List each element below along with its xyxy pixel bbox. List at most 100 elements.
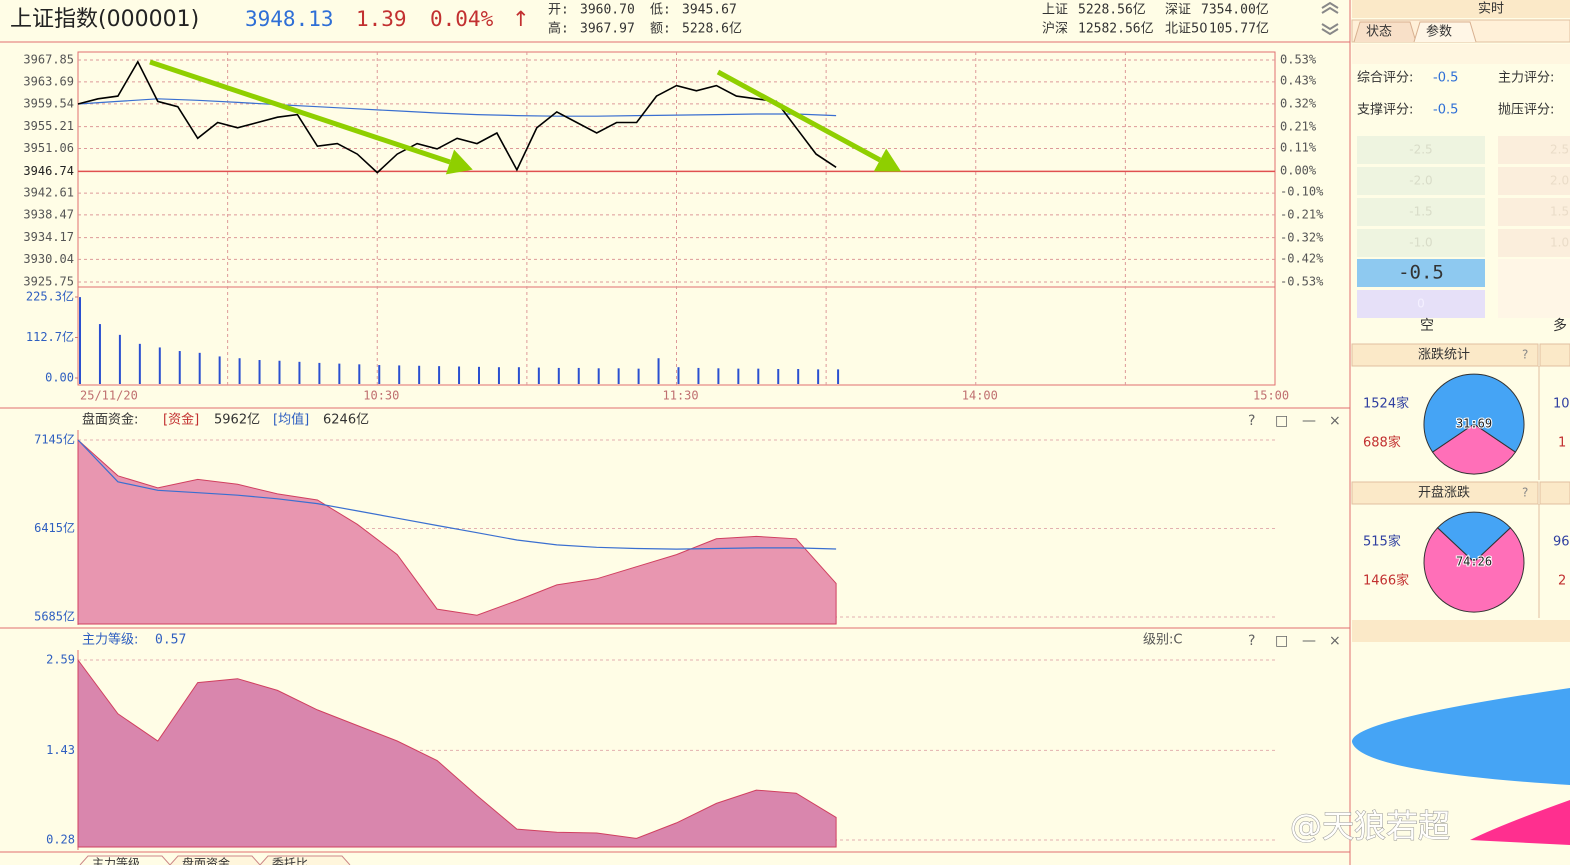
y2-tick-label: 0.32% [1280, 96, 1317, 110]
volume-bar [98, 324, 101, 384]
annotation-arrow [149, 59, 451, 165]
volume-bar [837, 369, 840, 384]
y-tick-label: 3959.54 [23, 96, 74, 110]
panel-tag: [均值] [273, 412, 309, 428]
score-cell [1357, 136, 1485, 164]
panel-control[interactable]: × [1329, 633, 1341, 649]
volume-bar [557, 367, 560, 384]
y2-tick-label: -0.10% [1280, 184, 1324, 198]
help-icon[interactable]: ? [1522, 486, 1528, 500]
market-value: 12582.56亿 [1078, 22, 1154, 37]
pie-slice [1423, 373, 1525, 453]
quote-field: 3945.67 [682, 3, 737, 18]
volume-bar [238, 358, 241, 384]
pie-ratio: 31:69 [1456, 417, 1492, 431]
up-count: 515家 [1363, 534, 1401, 550]
stats-header [1539, 481, 1570, 505]
y2-tick-label: 0.11% [1280, 140, 1317, 154]
pie-ratio: 74:26 [1456, 555, 1492, 569]
panel-control[interactable]: ? [1248, 633, 1255, 649]
cut-value: 96 [1553, 535, 1570, 550]
panel-control[interactable]: □ [1275, 633, 1288, 649]
stats-header [1351, 343, 1539, 367]
market-name: 沪深 [1042, 21, 1068, 37]
panel-control[interactable]: — [1302, 633, 1316, 649]
score-scale: 2.0 [1550, 174, 1569, 188]
panel-title: 盘面资金: [82, 412, 138, 428]
annotation-arrow-head [445, 149, 473, 175]
y2-tick-label: 0.43% [1280, 73, 1317, 87]
side-band [1352, 44, 1570, 64]
volume-bar [338, 363, 341, 384]
long-label: 多 [1553, 317, 1567, 334]
score-cell [1498, 167, 1570, 195]
short-label: 空 [1420, 318, 1434, 334]
y-tick-label: 0.28 [46, 833, 75, 847]
score-label: 主力评分: [1498, 71, 1554, 86]
price: 3948.13 [245, 7, 334, 31]
score-scale: 1.5 [1550, 205, 1569, 219]
tab [79, 855, 171, 865]
tab-label[interactable]: 主力等级 [92, 857, 140, 865]
stats-header [1539, 343, 1570, 367]
panel-value: 0.57 [155, 633, 186, 648]
panel-tag: [资金] [163, 412, 199, 428]
score-current-value: -0.5 [1398, 262, 1444, 284]
y-tick-label: 112.7亿 [26, 329, 74, 344]
x-tick-label: 10:30 [363, 389, 399, 403]
score-zero-value: 0 [1417, 297, 1425, 311]
y-tick-label: 5685亿 [34, 609, 75, 624]
tab-label[interactable]: 委托比 [272, 857, 308, 865]
y2-tick-label: 0.21% [1280, 120, 1317, 134]
y2-tick-label: -0.32% [1280, 231, 1324, 245]
side-tab-label[interactable]: 状态 [1366, 25, 1392, 40]
area [77, 438, 837, 625]
volume-bar [79, 297, 81, 384]
side-title: 实时 [1478, 2, 1504, 17]
score-label: 综合评分: [1357, 71, 1413, 86]
score-scale: 2.5 [1550, 143, 1569, 157]
tab-label[interactable]: 盘面资金 [182, 856, 230, 865]
panel-control[interactable]: — [1302, 413, 1316, 429]
pie-slice [1436, 511, 1512, 563]
panel-control[interactable]: ? [1248, 413, 1255, 429]
volume-bar [218, 356, 221, 384]
panel-grade: 级别:C [1143, 633, 1182, 648]
side-tab-label[interactable]: 参数 [1426, 24, 1452, 40]
blue-shape [1351, 688, 1570, 785]
market-value: 7354.00亿 [1201, 3, 1269, 18]
y-tick-label: 6415亿 [34, 520, 75, 535]
volume-bar [378, 365, 381, 384]
avg-line [77, 439, 837, 550]
market-name: 北证50 [1165, 22, 1208, 37]
volume-bar [717, 368, 720, 384]
volume-bar [438, 366, 441, 384]
panel-control[interactable]: × [1329, 413, 1341, 429]
score-scale: -1.5 [1409, 205, 1432, 219]
volume-bar [677, 367, 680, 384]
y-tick-label: 225.3亿 [26, 289, 74, 304]
panel-control[interactable]: □ [1275, 413, 1288, 429]
score-scale: -1.0 [1409, 236, 1432, 250]
volume-bar [757, 368, 760, 384]
y-tick-label: 3946.74 [23, 164, 74, 178]
help-icon[interactable]: ? [1522, 348, 1528, 362]
market-name: 上证 [1042, 3, 1068, 18]
volume-bar [398, 365, 401, 384]
y2-tick-label: -0.42% [1280, 251, 1324, 265]
y-tick-label: 3925.75 [23, 275, 74, 289]
volume-bar [657, 358, 660, 384]
pie-slice [1431, 423, 1517, 475]
side-header [1352, 0, 1570, 18]
score-label: 支撑评分: [1357, 103, 1413, 118]
volume-bar [617, 368, 620, 384]
tab [169, 855, 261, 865]
volume-bar [318, 362, 321, 384]
y-tick-label: 3942.61 [23, 186, 74, 200]
volume-bar [517, 367, 520, 384]
score-value: -0.5 [1433, 103, 1458, 118]
volume-bar [298, 361, 301, 384]
volume-bar [697, 367, 700, 384]
volume-bar [597, 368, 600, 384]
y2-tick-label: -0.21% [1280, 207, 1324, 221]
